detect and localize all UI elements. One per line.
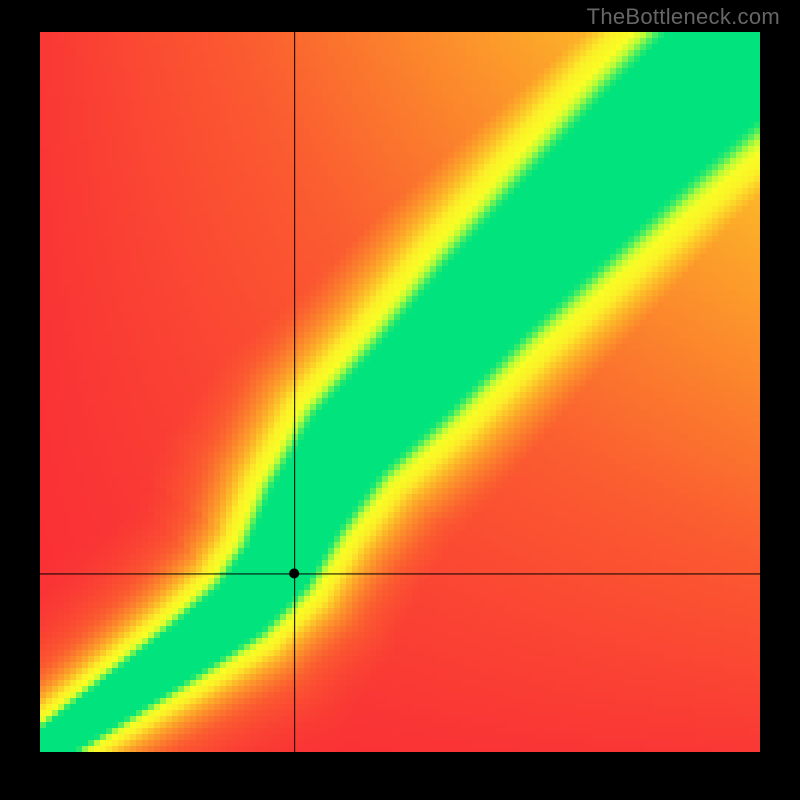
watermark-text: TheBottleneck.com xyxy=(587,4,780,30)
heatmap-canvas xyxy=(40,32,760,752)
chart-container: TheBottleneck.com xyxy=(0,0,800,800)
heatmap-plot-area xyxy=(40,32,760,752)
